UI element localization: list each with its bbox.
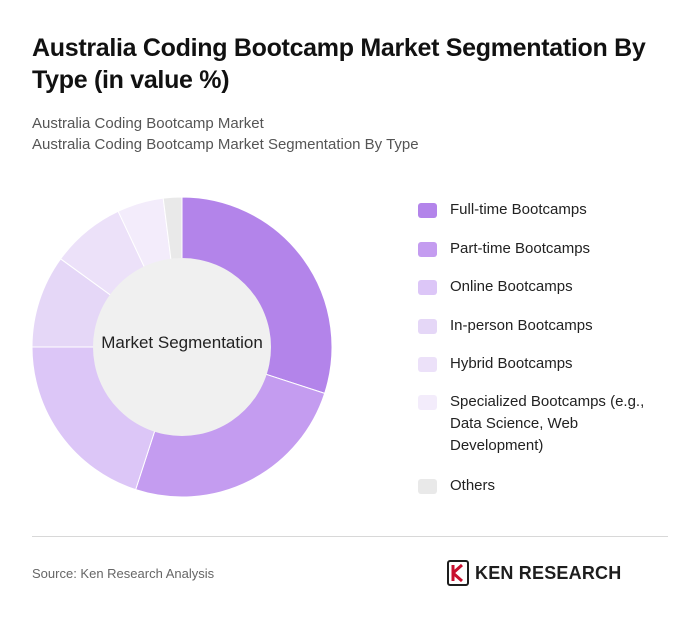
footer-divider [32, 536, 668, 537]
legend-item: Hybrid Bootcamps [418, 353, 672, 375]
legend-item: Specialized Bootcamps (e.g., Data Scienc… [418, 391, 672, 457]
legend-swatch [418, 280, 437, 295]
legend-item: Others [418, 475, 672, 497]
legend-item: Full-time Bootcamps [418, 199, 672, 221]
legend-swatch [418, 242, 437, 257]
legend-label: Others [450, 477, 496, 494]
legend-swatch [418, 357, 437, 372]
brand-name: KEN RESEARCH [475, 562, 622, 583]
donut-center-label: Market Segmentation [101, 333, 263, 352]
brand-logo: KEN RESEARCH [447, 560, 621, 586]
legend-label: Hybrid Bootcamps [450, 355, 573, 372]
legend-item: Online Bootcamps [418, 276, 672, 298]
donut-chart [31, 196, 333, 498]
legend-item: Part-time Bootcamps [418, 238, 672, 260]
donut-hole [93, 258, 271, 436]
legend-label: Full-time Bootcamps [450, 201, 587, 218]
legend-label: In-person Bootcamps [450, 317, 593, 334]
legend-item: In-person Bootcamps [418, 315, 672, 337]
ken-research-logo-icon [447, 560, 469, 586]
legend-swatch [418, 395, 437, 410]
legend-swatch [418, 479, 437, 494]
legend-swatch [418, 319, 437, 334]
subtitle-line-2: Australia Coding Bootcamp Market Segment… [32, 136, 419, 153]
source-note: Source: Ken Research Analysis [32, 566, 215, 581]
legend-label: Online Bootcamps [450, 278, 573, 295]
chart-title: Australia Coding Bootcamp Market Segment… [32, 34, 646, 94]
legend-label: Part-time Bootcamps [450, 240, 591, 257]
subtitle-line-1: Australia Coding Bootcamp Market [32, 115, 264, 132]
chart-subtitle: Australia Coding Bootcamp Market Austral… [32, 113, 672, 155]
legend-swatch [418, 203, 437, 218]
legend-label: Specialized Bootcamps (e.g., Data Scienc… [450, 393, 645, 454]
